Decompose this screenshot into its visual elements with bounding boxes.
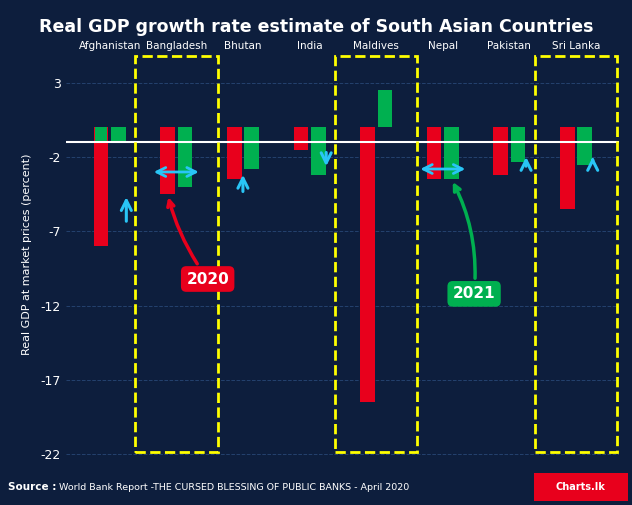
- Y-axis label: Real GDP at market prices (percent): Real GDP at market prices (percent): [22, 153, 32, 355]
- Bar: [560, 127, 574, 209]
- Bar: [494, 127, 508, 175]
- Text: Charts.lk: Charts.lk: [556, 482, 605, 492]
- Bar: [379, 90, 391, 127]
- Text: India: India: [297, 41, 322, 51]
- Bar: [293, 127, 308, 149]
- Text: Real GDP growth rate estimate of South Asian Countries: Real GDP growth rate estimate of South A…: [39, 18, 593, 35]
- Bar: [161, 127, 175, 194]
- Text: 2021: 2021: [453, 185, 495, 301]
- Bar: [427, 127, 442, 179]
- Bar: [244, 127, 259, 169]
- Bar: [95, 127, 107, 141]
- Text: Nepal: Nepal: [428, 41, 458, 51]
- Bar: [534, 473, 628, 501]
- Text: Bangladesh: Bangladesh: [145, 41, 207, 51]
- Bar: [311, 127, 325, 175]
- Bar: [377, 90, 392, 127]
- Text: Maldives: Maldives: [353, 41, 399, 51]
- Bar: [94, 127, 108, 246]
- Text: Bhutan: Bhutan: [224, 41, 262, 51]
- Bar: [578, 127, 592, 165]
- Text: Pakistan: Pakistan: [487, 41, 532, 51]
- Bar: [135, 56, 217, 451]
- Text: Source :: Source :: [8, 482, 57, 492]
- Bar: [227, 127, 241, 179]
- Text: Sri Lanka: Sri Lanka: [552, 41, 600, 51]
- Text: 2020: 2020: [168, 200, 229, 286]
- Bar: [360, 127, 375, 402]
- Bar: [535, 56, 617, 451]
- Bar: [511, 127, 525, 162]
- Bar: [444, 127, 459, 179]
- Bar: [178, 127, 192, 187]
- Bar: [111, 127, 126, 141]
- Text: World Bank Report -THE CURSED BLESSING OF PUBLIC BANKS - April 2020: World Bank Report -THE CURSED BLESSING O…: [59, 483, 409, 492]
- Text: Afghanistan: Afghanistan: [78, 41, 141, 51]
- Bar: [335, 56, 418, 451]
